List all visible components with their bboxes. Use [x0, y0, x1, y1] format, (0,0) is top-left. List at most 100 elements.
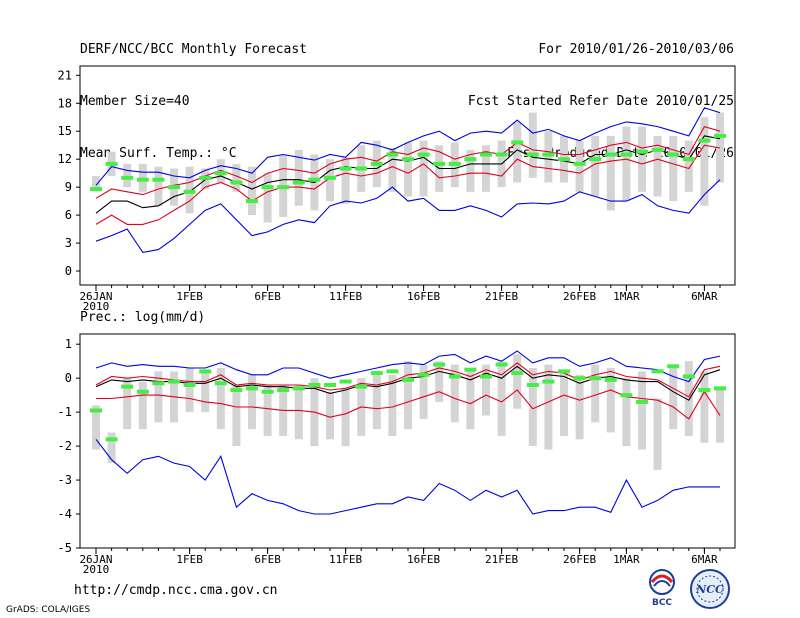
y-tick-label: -1 — [58, 405, 72, 419]
spread-box — [341, 388, 350, 447]
y-tick-label: 0 — [65, 264, 72, 278]
x-tick-year-label: 2010 — [83, 563, 110, 576]
spread-box — [684, 361, 693, 436]
obs-marker — [558, 369, 570, 374]
member-size: Member Size=40 — [80, 94, 190, 109]
obs-marker — [214, 171, 227, 176]
obs-marker — [604, 152, 617, 157]
x-tick-label: 26JAN — [79, 553, 112, 566]
spread-box — [419, 364, 428, 419]
obs-marker — [636, 399, 648, 404]
grads-credit: GrADS: COLA/IGES — [6, 605, 91, 615]
x-tick-label: 21FEB — [485, 553, 518, 566]
obs-marker — [261, 389, 274, 394]
obs-marker — [589, 376, 602, 381]
spread-box — [497, 361, 506, 436]
obs-marker — [214, 381, 227, 386]
obs-marker — [714, 386, 726, 391]
obs-marker — [604, 377, 617, 382]
spread-box — [138, 381, 147, 430]
spread-box — [154, 166, 163, 206]
y-tick-label: 9 — [65, 180, 72, 194]
spread-box — [575, 140, 584, 192]
obs-marker — [526, 152, 539, 157]
y-tick-label: -3 — [58, 473, 72, 487]
spread-box — [591, 135, 600, 197]
obs-marker — [698, 388, 711, 393]
series-line-upper — [95, 362, 721, 398]
spread-box — [123, 163, 132, 188]
obs-marker — [511, 371, 524, 376]
spread-box — [466, 149, 475, 192]
spread-box — [466, 367, 475, 430]
spread-box — [482, 364, 490, 416]
obs-marker — [246, 199, 258, 204]
spread-box — [232, 384, 241, 447]
obs-marker — [136, 177, 149, 182]
spread-box — [669, 135, 678, 202]
obs-marker — [308, 382, 321, 387]
spread-box — [591, 364, 600, 423]
spread-box — [248, 374, 256, 430]
spread-box — [716, 388, 724, 443]
obs-marker — [386, 369, 399, 374]
obs-marker — [324, 382, 336, 387]
x-tick-label: 26FEB — [563, 290, 596, 303]
obs-marker — [417, 372, 430, 377]
precip-title: Prec.: log(mm/d) — [80, 310, 206, 325]
source-url[interactable]: http://cmdp.ncc.cma.gov.cn — [74, 583, 278, 598]
spread-box — [700, 371, 709, 443]
x-tick-label: 1FEB — [176, 553, 203, 566]
obs-marker — [573, 376, 586, 381]
obs-marker — [292, 386, 305, 391]
obs-marker — [480, 374, 492, 379]
obs-marker — [230, 388, 243, 393]
series-line-lower — [95, 144, 721, 225]
obs-marker — [136, 389, 149, 394]
spread-box — [700, 117, 709, 206]
ncc-logo-icon: NCC — [690, 569, 730, 609]
spread-box — [606, 135, 615, 211]
spread-box — [154, 371, 163, 423]
spread-box — [669, 367, 678, 430]
obs-marker — [495, 152, 508, 157]
obs-marker — [230, 180, 243, 185]
x-tick-label: 16FEB — [407, 290, 440, 303]
obs-marker — [246, 386, 258, 391]
spread-box — [326, 159, 334, 202]
obs-marker — [199, 175, 212, 180]
spread-box — [684, 140, 693, 192]
y-tick-label: 3 — [65, 236, 72, 250]
x-tick-label: 6FEB — [254, 553, 281, 566]
x-tick-label: 16FEB — [407, 553, 440, 566]
spread-box — [544, 131, 553, 183]
x-tick-label: 1MAR — [613, 290, 640, 303]
spread-box — [92, 405, 100, 450]
x-tick-label: 11FEB — [329, 553, 362, 566]
obs-marker — [355, 166, 368, 171]
y-tick-label: 15 — [58, 124, 72, 138]
obs-marker — [573, 161, 586, 166]
y-tick-label: -2 — [58, 439, 72, 453]
x-tick-label: 6FEB — [254, 290, 281, 303]
obs-marker — [183, 382, 196, 387]
spread-box — [560, 371, 568, 436]
obs-marker — [651, 369, 664, 374]
obs-marker — [667, 364, 680, 369]
obs-marker — [433, 161, 446, 166]
spread-box — [92, 175, 100, 188]
obs-marker — [620, 393, 633, 398]
spread-box — [372, 371, 381, 430]
obs-marker — [386, 152, 399, 157]
obs-marker — [121, 175, 134, 180]
obs-marker — [308, 177, 321, 182]
obs-marker — [183, 189, 196, 194]
obs-marker — [464, 157, 477, 162]
spread-box — [528, 112, 537, 178]
bcc-logo-icon: BCC — [649, 569, 675, 607]
obs-marker — [121, 384, 134, 389]
variable-label: Mean Surf. Temp.: °C — [80, 146, 237, 161]
obs-marker — [339, 379, 352, 384]
